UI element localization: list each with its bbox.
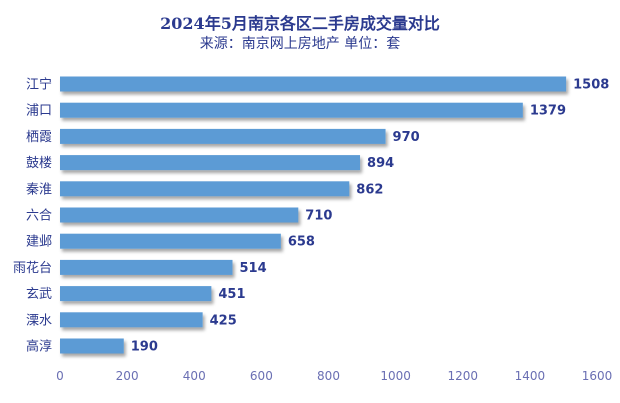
bar-鼓楼 (60, 155, 361, 171)
bar-玄武 (60, 286, 212, 302)
value-label: 894 (367, 156, 394, 171)
category-label: 高淳 (26, 339, 52, 355)
value-label: 710 (305, 209, 332, 224)
bar-栖霞 (60, 128, 386, 144)
bar-雨花台 (60, 259, 233, 275)
category-label: 栖霞 (26, 130, 52, 145)
bar-建邺 (60, 233, 281, 249)
value-label: 1379 (530, 104, 566, 119)
bar-高淳 (60, 338, 124, 354)
category-label: 玄武 (26, 287, 52, 302)
chart-subtitle: 来源：南京网上房地产 单位：套 (199, 36, 401, 52)
category-label: 雨花台 (13, 260, 52, 276)
x-tick-label: 800 (317, 369, 340, 383)
category-label: 江宁 (26, 77, 52, 93)
bar-秦淮 (60, 181, 350, 197)
x-tick-label: 1400 (515, 369, 546, 383)
value-label: 190 (131, 340, 158, 355)
value-label: 425 (210, 313, 237, 328)
value-label: 1508 (573, 78, 609, 93)
value-label: 970 (393, 130, 420, 145)
x-tick-label: 200 (116, 369, 139, 383)
bars-layer (60, 76, 567, 354)
x-tick-label: 1200 (447, 369, 478, 383)
category-label: 六合 (26, 209, 52, 224)
category-label: 浦口 (26, 104, 52, 119)
value-label: 862 (356, 182, 383, 197)
value-label: 514 (240, 261, 267, 276)
labels-layer: 江宁 1508 浦口 1379 栖霞 970 鼓楼 894 秦淮 862 六合 710 建邺 658 雨花台… (13, 77, 609, 355)
x-tick-label: 1000 (380, 369, 411, 383)
value-label: 451 (218, 287, 245, 302)
category-label: 建邺 (26, 235, 52, 250)
x-tick-label: 1600 (582, 369, 613, 383)
x-tick-label: 400 (183, 369, 206, 383)
bar-江宁 (60, 76, 567, 92)
category-label: 秦淮 (26, 182, 52, 197)
bar-浦口 (60, 102, 523, 118)
value-label: 658 (288, 235, 315, 250)
x-tick-label: 0 (56, 369, 64, 383)
category-label: 溧水 (26, 313, 52, 328)
category-label: 鼓楼 (26, 156, 52, 171)
x-axis-ticks: 0 200 400 600 800 1000 1200 1400 1600 (56, 369, 612, 383)
bar-溧水 (60, 312, 203, 328)
chart-title: 2024年5月南京各区二手房成交量对比 (160, 14, 440, 33)
bar-六合 (60, 207, 299, 223)
x-tick-label: 600 (250, 369, 273, 383)
